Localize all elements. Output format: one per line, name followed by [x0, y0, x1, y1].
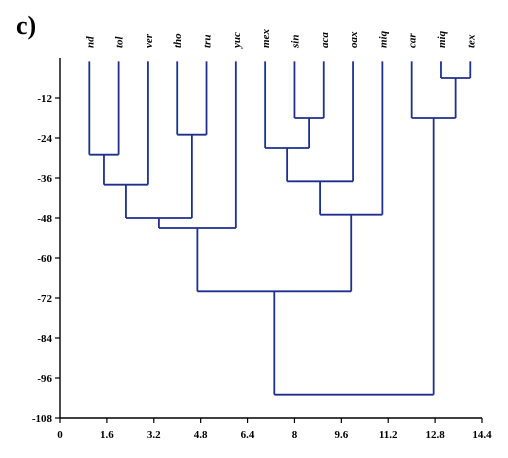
- leaf-label: yuc: [231, 32, 243, 50]
- leaf-label: sin: [289, 35, 301, 49]
- leaf-label: aca: [319, 32, 331, 48]
- leaf-label: tol: [114, 35, 126, 48]
- x-tick-label: 0: [57, 429, 63, 441]
- y-ticks: -12 -24 -36 -48 -60 -72 -84 -96 -108: [32, 93, 60, 425]
- y-tick-label: -108: [32, 413, 53, 425]
- x-tick-label: 14.4: [472, 429, 492, 441]
- leaf-label: car: [407, 33, 419, 48]
- x-tick-label: 12.8: [425, 429, 445, 441]
- y-tick-label: -84: [37, 333, 52, 345]
- y-tick-label: -12: [37, 93, 52, 105]
- x-tick-label: 8: [292, 429, 298, 441]
- x-tick-label: 6.4: [241, 429, 255, 441]
- dendrogram-branches: [88, 61, 472, 396]
- x-tick-label: 1.6: [100, 429, 114, 441]
- x-tick-label: 4.8: [194, 429, 208, 441]
- panel-label: c): [16, 11, 36, 40]
- leaf-labels: nd tol ver tho tru yuc mex sin aca oax miq car miq te…: [84, 29, 477, 50]
- x-tick-label: 3.2: [147, 429, 161, 441]
- leaf-label: miq: [436, 30, 448, 48]
- leaf-label: nd: [84, 36, 96, 48]
- leaf-label: tex: [465, 34, 477, 48]
- x-tick-label: 11.2: [379, 429, 398, 441]
- leaf-label: mex: [260, 29, 272, 48]
- leaf-label: ver: [143, 33, 155, 48]
- leaf-label: miq: [377, 30, 389, 48]
- y-tick-label: -24: [37, 133, 52, 145]
- y-tick-label: -36: [37, 173, 52, 185]
- leaf-label: tho: [172, 33, 184, 48]
- y-tick-label: -72: [37, 293, 52, 305]
- x-tick-label: 9.6: [334, 429, 348, 441]
- y-tick-label: -60: [37, 253, 52, 265]
- leaf-label: tru: [202, 35, 214, 48]
- x-ticks: 0 1.6 3.2 4.8 6.4 8 9.6 11.2 12.8 14.4: [57, 418, 492, 441]
- axes: -12 -24 -36 -48 -60 -72 -84 -96 -108 0 1.6 3.2 4.8 6…: [32, 58, 492, 441]
- y-tick-label: -96: [37, 373, 52, 385]
- y-tick-label: -48: [37, 213, 52, 225]
- leaf-label: oax: [348, 31, 360, 48]
